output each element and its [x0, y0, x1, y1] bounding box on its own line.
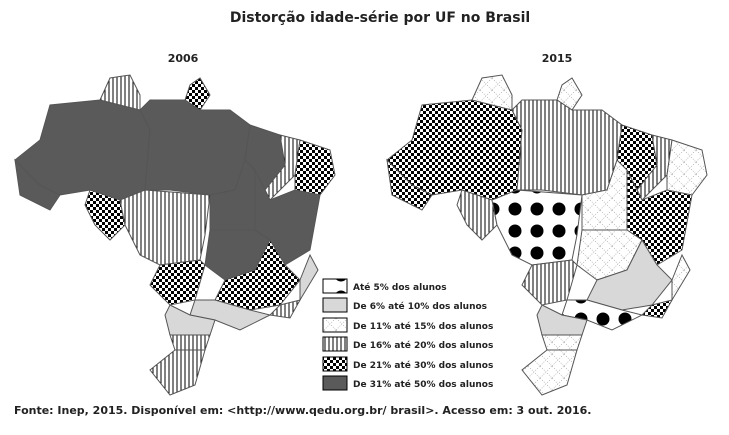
legend-swatch [322, 336, 348, 352]
legend-label: De 6% até 10% dos alunos [353, 301, 487, 312]
source: Fonte: Inep, 2015. Disponível em: <http:… [14, 404, 591, 417]
state [149, 259, 206, 306]
state [268, 299, 301, 319]
legend-swatch [322, 297, 348, 313]
legend-swatch [322, 278, 348, 294]
state [299, 253, 319, 302]
map-label: 2006 [168, 52, 199, 65]
legend-label: De 31% até 50% dos alunos [353, 379, 493, 390]
legend-swatch [322, 356, 348, 372]
legend-label: De 11% até 15% dos alunos [353, 321, 493, 332]
state [511, 99, 623, 196]
state [149, 349, 206, 396]
state [491, 189, 583, 266]
legend-swatch [322, 375, 348, 391]
state [169, 334, 211, 351]
legend-label: De 16% até 20% dos alunos [353, 340, 493, 351]
state [386, 158, 433, 211]
state [119, 189, 211, 266]
state [471, 74, 513, 111]
map-2006 [14, 74, 336, 396]
legend-bg [318, 274, 493, 394]
state [139, 99, 251, 196]
state [666, 139, 708, 196]
state [541, 334, 583, 351]
state [640, 299, 673, 319]
state [521, 259, 578, 306]
map-label: 2015 [542, 52, 573, 65]
legend: Até 5% dos alunos De 6% até 10% dos alun… [318, 274, 493, 394]
state [294, 139, 336, 196]
state [521, 349, 578, 396]
legend-label: De 21% até 30% dos alunos [353, 360, 493, 371]
legend-swatch [322, 317, 348, 333]
title: Distorção idade-série por UF no Brasil [230, 10, 530, 26]
state [14, 158, 61, 211]
legend-label: Até 5% dos alunos [353, 282, 447, 293]
state [99, 74, 141, 111]
map-2015 [386, 74, 708, 396]
state [671, 253, 691, 302]
